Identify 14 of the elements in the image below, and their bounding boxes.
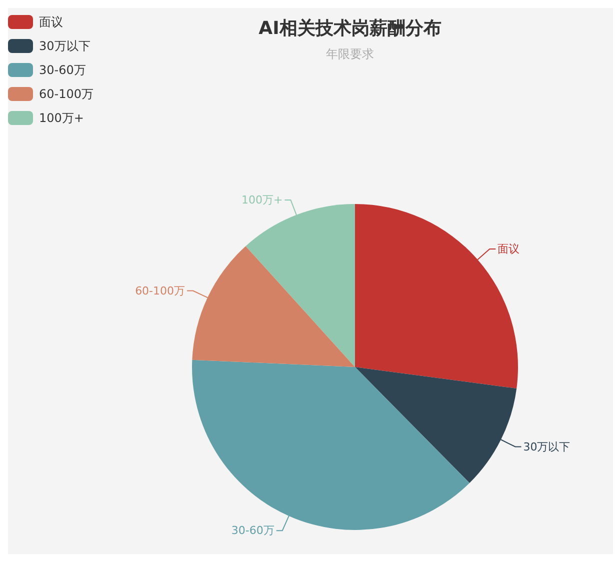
legend-label: 30万以下 xyxy=(39,38,90,54)
slice-label: 100万+ xyxy=(241,193,283,206)
legend-label: 面议 xyxy=(39,14,63,30)
pie-slice xyxy=(355,204,518,388)
slice-label: 面议 xyxy=(498,242,520,256)
legend-label: 30-60万 xyxy=(39,62,86,78)
legend-label: 60-100万 xyxy=(39,86,94,102)
pie-slice xyxy=(355,367,517,483)
text: 年限要求 xyxy=(326,47,374,61)
legend-label: 100万+ xyxy=(39,110,84,126)
slice-label: 60-100万 xyxy=(135,284,186,298)
slice-label: 30万以下 xyxy=(523,440,570,454)
chart-title: AI相关技术岗薪酬分布 xyxy=(258,18,442,39)
slice-label: 30-60万 xyxy=(231,524,274,538)
